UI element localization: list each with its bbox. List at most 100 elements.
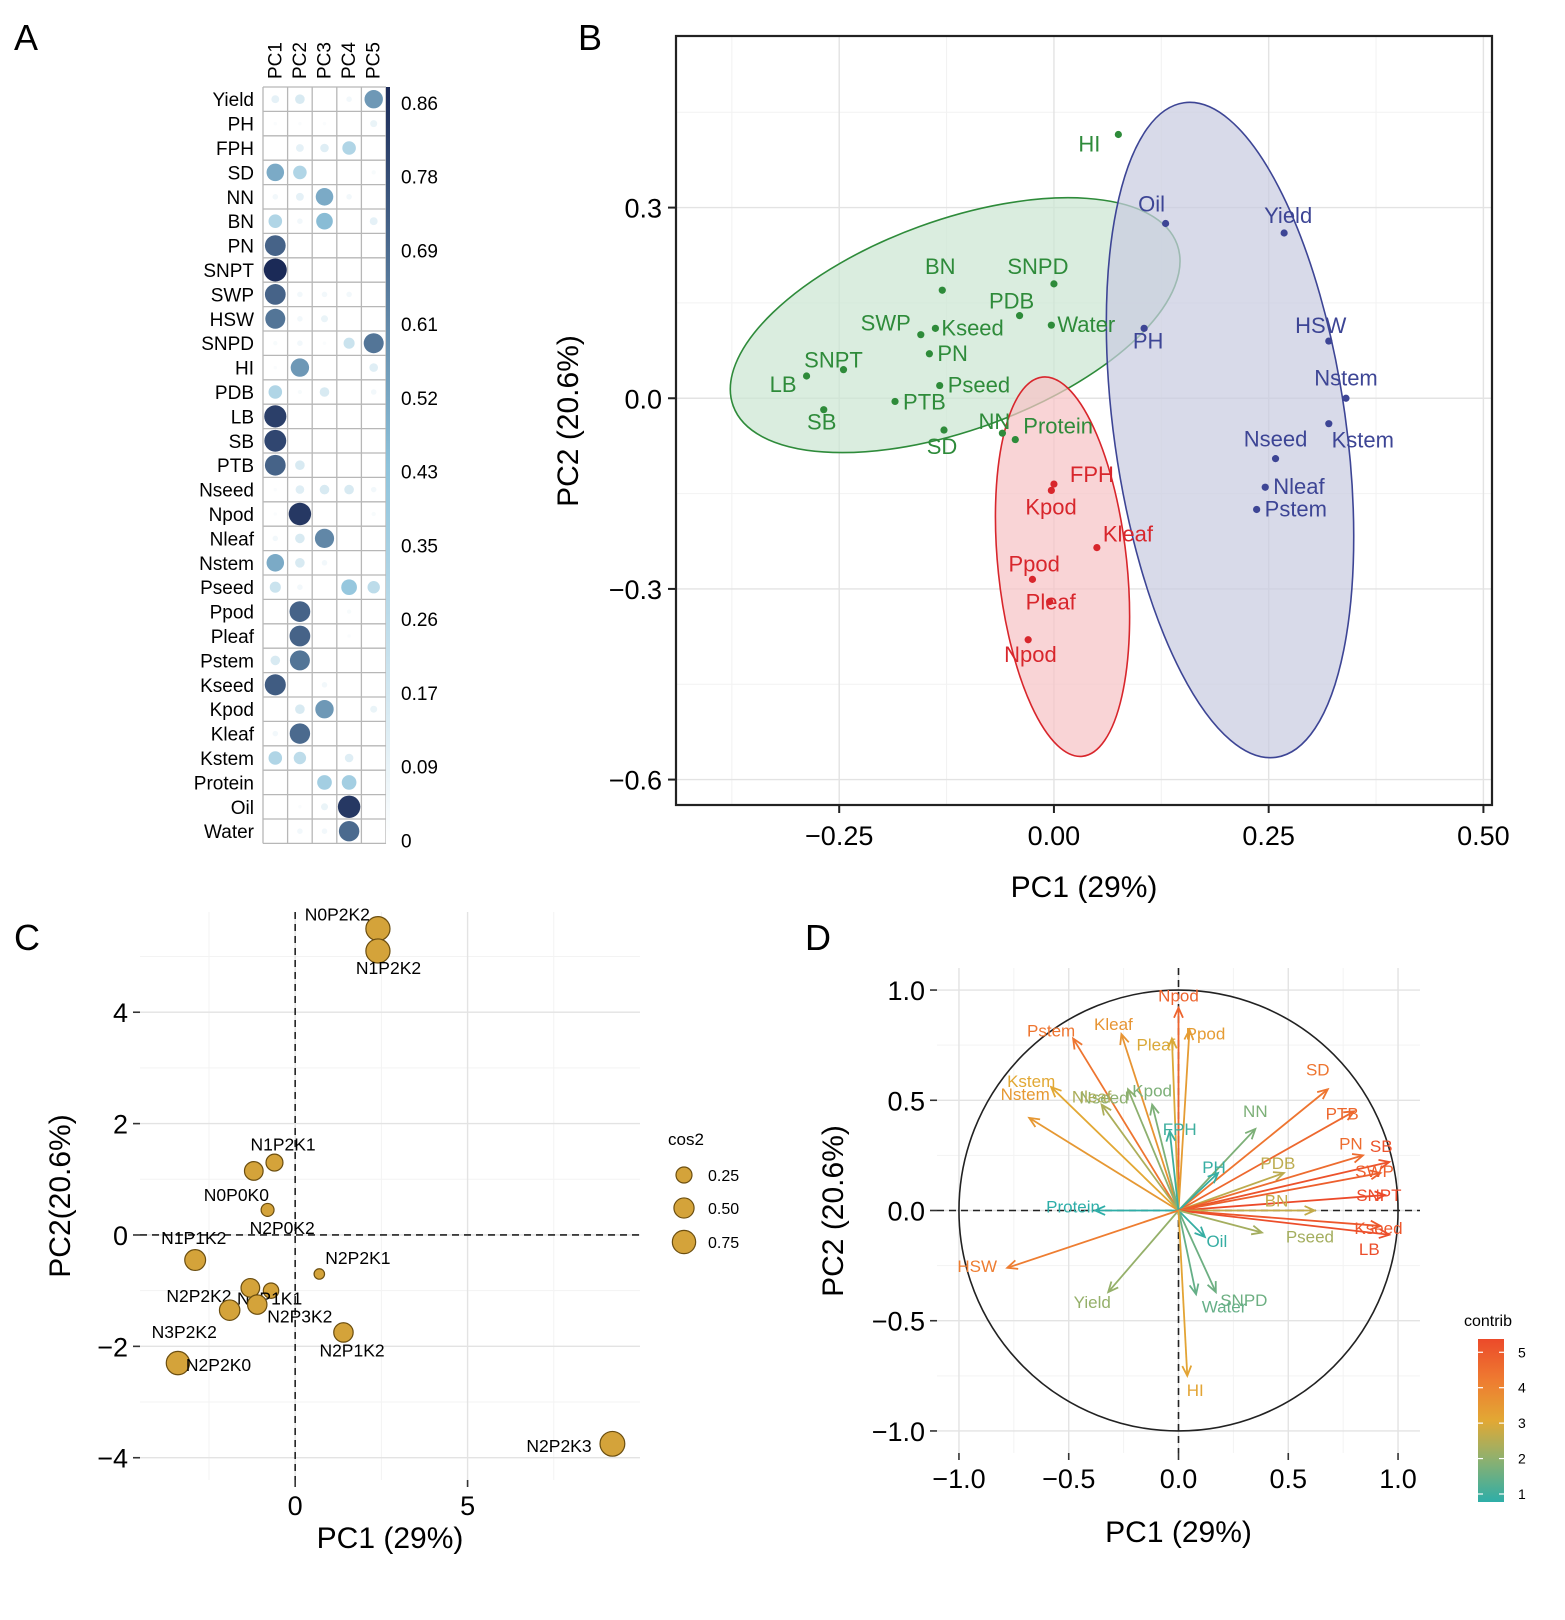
point-hsw bbox=[1325, 337, 1333, 345]
y-tick-label: −4 bbox=[97, 1444, 128, 1474]
vector-arrowhead-lb bbox=[1378, 1228, 1392, 1239]
vector-arrowhead-kstem bbox=[1049, 1085, 1062, 1098]
vector-pstem bbox=[1072, 1038, 1180, 1211]
vector-label-oil: Oil bbox=[1206, 1232, 1227, 1251]
dot-lb-pc1 bbox=[264, 405, 287, 428]
x-tick-label: 5 bbox=[460, 1491, 475, 1521]
column-label-pc1: PC1 bbox=[265, 42, 286, 79]
colorbar-label: 0.09 bbox=[401, 758, 438, 779]
dot-yield-pc4 bbox=[346, 96, 352, 102]
colorbar-label: 4 bbox=[1518, 1380, 1526, 1396]
legend-swatch bbox=[675, 1166, 693, 1184]
dot-ph-pc1 bbox=[273, 121, 278, 126]
vector-arrowhead-swp bbox=[1369, 1169, 1383, 1181]
point-label-lb: LB bbox=[770, 372, 797, 397]
row-label-nn: NN bbox=[227, 188, 254, 209]
panel-label-c: C bbox=[14, 917, 40, 958]
vector-yield bbox=[1107, 1209, 1180, 1293]
point-label-kpod: Kpod bbox=[1025, 494, 1076, 519]
dot-oil-pc2 bbox=[298, 805, 302, 809]
point-label-water: Water bbox=[1057, 312, 1115, 337]
point-label-ph: PH bbox=[1133, 328, 1164, 353]
point-pstem bbox=[1253, 505, 1261, 514]
row-label-pleaf: Pleaf bbox=[211, 627, 255, 648]
dot-nstem-pc1 bbox=[266, 554, 285, 572]
vector-label-lb: LB bbox=[1359, 1240, 1380, 1259]
point-nstem bbox=[1342, 394, 1350, 402]
y-tick-label: −1.0 bbox=[872, 1417, 925, 1447]
x-axis-title: PC1 (29%) bbox=[1105, 1516, 1252, 1549]
vector-label-sd: SD bbox=[1306, 1060, 1330, 1079]
dot-bn-pc1 bbox=[268, 214, 283, 228]
panel-label-a: A bbox=[14, 17, 38, 58]
vector-arrowhead-yield bbox=[1106, 1281, 1119, 1294]
vector-arrowhead-pn bbox=[1351, 1153, 1366, 1164]
dot-nn-pc1 bbox=[272, 194, 279, 200]
point-oil bbox=[1162, 219, 1170, 228]
vector-label-snpd: SNPD bbox=[1220, 1291, 1267, 1310]
vector-arrowhead-pseed bbox=[1250, 1224, 1265, 1236]
colorbar-label: 0.69 bbox=[401, 241, 438, 262]
point-kseed bbox=[931, 324, 940, 332]
colorbar-label: 0.86 bbox=[401, 94, 438, 115]
vector-label-kstem: Kstem bbox=[1007, 1072, 1055, 1091]
dot-kleaf-pc1 bbox=[272, 730, 279, 737]
point-label-pseed: Pseed bbox=[948, 373, 1010, 398]
row-label-bn: BN bbox=[228, 212, 254, 233]
vector-arrowhead-nleaf bbox=[1100, 1102, 1112, 1116]
vector-label-protein: Protein bbox=[1046, 1198, 1100, 1217]
legend-label: 0.75 bbox=[708, 1235, 739, 1252]
point-label-n0p0k0: N0P0K0 bbox=[204, 1185, 269, 1205]
dot-protein-pc3 bbox=[317, 775, 332, 790]
point-label-nleaf: Nleaf bbox=[1273, 474, 1325, 499]
vector-arrowhead-nseed bbox=[1126, 1087, 1137, 1101]
vector-label-hi: HI bbox=[1187, 1381, 1204, 1400]
vector-hsw bbox=[1006, 1209, 1179, 1269]
dot-snpt-pc1 bbox=[263, 258, 287, 282]
vector-label-ptb: PTB bbox=[1326, 1104, 1359, 1123]
point-label-snpt: SNPT bbox=[804, 348, 863, 373]
vector-arrowhead-snpt bbox=[1374, 1190, 1388, 1202]
row-label-protein: Protein bbox=[194, 773, 254, 794]
vector-hi bbox=[1177, 1210, 1189, 1376]
vector-label-kpod: Kpod bbox=[1132, 1082, 1172, 1101]
colorbar-label: 0.35 bbox=[401, 536, 438, 557]
y-axis-title: PC2 (20.6%) bbox=[552, 335, 585, 507]
dot-ppod-pc4 bbox=[346, 609, 352, 614]
vector-ppod bbox=[1177, 1029, 1191, 1211]
colorbar-label: 0 bbox=[401, 831, 412, 852]
vector-label-pdb: PDB bbox=[1260, 1154, 1295, 1173]
dot-pstem-pc2 bbox=[289, 650, 310, 671]
vector-ptb bbox=[1178, 1110, 1355, 1212]
dot-water-pc4 bbox=[338, 820, 360, 842]
colorbar-label: 0.43 bbox=[401, 463, 438, 484]
point-label-bn: BN bbox=[925, 254, 956, 279]
vector-label-water: Water bbox=[1202, 1297, 1247, 1316]
vector-label-pleaf: Pleaf bbox=[1137, 1036, 1176, 1055]
point-label-swp: SWP bbox=[861, 311, 911, 336]
row-label-kstem: Kstem bbox=[200, 749, 254, 770]
x-tick-label: −0.25 bbox=[805, 821, 873, 851]
vector-nn bbox=[1177, 1128, 1256, 1212]
point-label-ppod: Ppod bbox=[1008, 551, 1059, 576]
point-label-nn: NN bbox=[979, 409, 1011, 434]
point-n2p2k3 bbox=[599, 1430, 626, 1457]
row-label-pseed: Pseed bbox=[200, 578, 254, 599]
vector-label-nstem: Nstem bbox=[1001, 1085, 1050, 1104]
dot-fph-pc3 bbox=[320, 143, 329, 153]
vector-nleaf bbox=[1100, 1104, 1180, 1212]
y-tick-label: 1.0 bbox=[887, 976, 925, 1006]
point-label-sd: SD bbox=[927, 434, 958, 459]
point-label-n1p1k2: N1P1K2 bbox=[161, 1228, 226, 1248]
dot-swp-pc3 bbox=[321, 291, 328, 298]
column-label-pc5: PC5 bbox=[364, 42, 385, 79]
point-label-n1p2k1: N1P2K1 bbox=[250, 1135, 315, 1155]
vector-pn bbox=[1178, 1154, 1364, 1212]
dot-pleaf-pc2 bbox=[289, 625, 311, 647]
x-tick-label: 1.0 bbox=[1379, 1464, 1417, 1494]
row-label-hsw: HSW bbox=[210, 310, 254, 331]
row-label-nseed: Nseed bbox=[199, 481, 254, 502]
x-axis-title: PC1 (29%) bbox=[317, 1522, 464, 1555]
vector-oil bbox=[1177, 1209, 1206, 1238]
